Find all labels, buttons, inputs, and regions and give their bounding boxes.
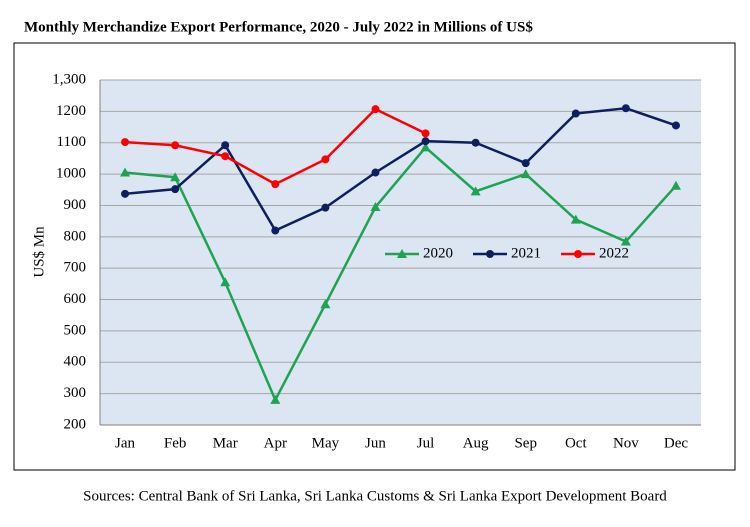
x-tick-label: Jul bbox=[417, 435, 435, 451]
data-point bbox=[470, 186, 481, 196]
data-point bbox=[171, 185, 180, 194]
legend-label: 2020 bbox=[423, 245, 453, 261]
data-point bbox=[571, 109, 580, 118]
data-point bbox=[621, 104, 630, 113]
data-point bbox=[620, 236, 631, 246]
data-point bbox=[670, 180, 681, 190]
legend-label: 2022 bbox=[599, 245, 629, 261]
data-point bbox=[220, 277, 231, 287]
x-tick-label: Dec bbox=[664, 435, 688, 451]
y-axis-label: US$ Mn bbox=[31, 226, 47, 278]
data-point bbox=[471, 138, 480, 147]
data-point bbox=[321, 155, 330, 164]
data-point bbox=[671, 121, 680, 130]
data-point bbox=[521, 159, 530, 168]
data-point bbox=[397, 249, 407, 258]
y-tick-label: 300 bbox=[64, 385, 87, 401]
data-point bbox=[520, 169, 531, 179]
data-point bbox=[371, 168, 380, 177]
x-tick-label: Nov bbox=[613, 435, 639, 451]
y-tick-label: 500 bbox=[64, 322, 87, 338]
data-point bbox=[270, 394, 281, 404]
x-tick-label: Aug bbox=[463, 435, 489, 451]
y-tick-label: 1000 bbox=[56, 166, 86, 182]
data-point bbox=[321, 203, 330, 212]
y-tick-label: 900 bbox=[64, 197, 87, 213]
data-point bbox=[574, 250, 582, 258]
y-tick-label: 1,300 bbox=[52, 71, 86, 87]
x-tick-label: May bbox=[312, 435, 340, 451]
chart-title: Monthly Merchandize Export Performance, … bbox=[24, 19, 533, 35]
x-tick-label: Sep bbox=[514, 435, 537, 451]
source-note: Sources: Central Bank of Sri Lanka, Sri … bbox=[83, 488, 667, 504]
data-point bbox=[420, 142, 431, 152]
y-tick-label: 600 bbox=[64, 291, 87, 307]
data-point bbox=[271, 226, 280, 235]
series-line bbox=[124, 106, 677, 233]
x-tick-label: Feb bbox=[164, 435, 187, 451]
x-tick-label: Mar bbox=[213, 435, 238, 451]
y-tick-label: 700 bbox=[64, 260, 87, 276]
data-point bbox=[170, 172, 181, 182]
data-point bbox=[121, 138, 130, 147]
y-tick-label: 200 bbox=[64, 416, 87, 432]
x-tick-label: Apr bbox=[264, 435, 287, 451]
data-point bbox=[570, 214, 581, 224]
x-tick-label: Jan bbox=[115, 435, 135, 451]
data-point bbox=[221, 152, 230, 161]
data-point bbox=[171, 141, 180, 150]
data-point bbox=[320, 299, 331, 309]
data-point bbox=[120, 167, 131, 177]
series-line bbox=[124, 145, 677, 403]
data-point bbox=[121, 189, 130, 198]
y-tick-label: 400 bbox=[64, 354, 87, 370]
x-tick-label: Jun bbox=[365, 435, 386, 451]
data-point bbox=[221, 141, 230, 150]
data-point bbox=[271, 180, 280, 189]
data-point bbox=[370, 202, 381, 212]
data-point bbox=[486, 250, 494, 258]
data-point bbox=[421, 137, 430, 146]
data-point bbox=[421, 129, 430, 138]
y-tick-label: 1200 bbox=[56, 103, 86, 119]
y-tick-label: 800 bbox=[64, 228, 87, 244]
data-point bbox=[371, 105, 380, 114]
y-tick-label: 1100 bbox=[57, 134, 86, 150]
legend-label: 2021 bbox=[511, 245, 541, 261]
x-tick-label: Oct bbox=[565, 435, 587, 451]
